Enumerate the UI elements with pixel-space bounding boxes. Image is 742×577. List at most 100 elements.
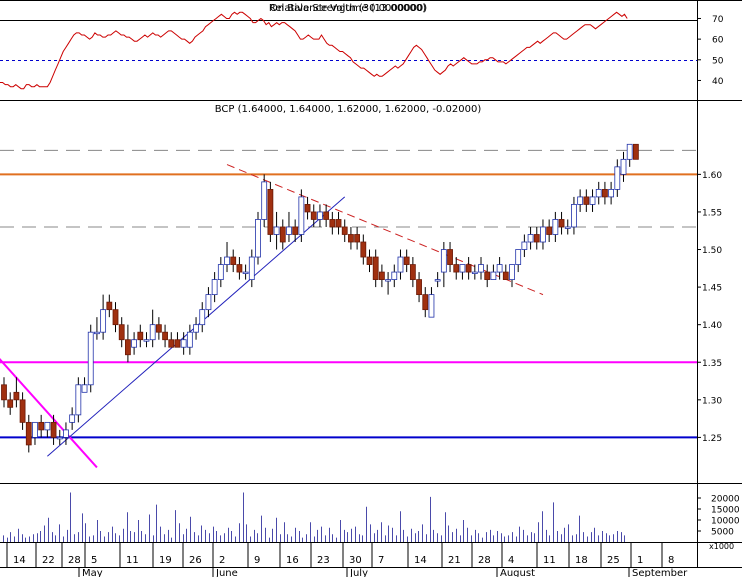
candle-body bbox=[224, 256, 230, 265]
obv-title: On Balance Volume (13.00000) bbox=[270, 3, 426, 14]
candle bbox=[7, 392, 14, 415]
candle bbox=[509, 264, 515, 288]
candle-body bbox=[614, 166, 621, 190]
date-tick-label: 2 bbox=[219, 555, 225, 566]
candle bbox=[310, 204, 317, 227]
candle bbox=[459, 264, 466, 280]
candle bbox=[199, 302, 206, 333]
date-tick-label: 16 bbox=[286, 555, 299, 566]
candle bbox=[626, 143, 633, 167]
candle bbox=[478, 257, 484, 280]
candle-body bbox=[465, 264, 472, 273]
candle bbox=[118, 317, 125, 348]
candle-body bbox=[205, 294, 212, 311]
candle-body bbox=[533, 234, 540, 243]
candle bbox=[471, 264, 478, 280]
trend-line bbox=[226, 164, 544, 296]
candle-body bbox=[199, 309, 206, 326]
candle bbox=[242, 264, 249, 280]
candle bbox=[447, 242, 453, 273]
candle-body bbox=[87, 331, 94, 386]
candle-body bbox=[329, 219, 336, 228]
candle-body bbox=[286, 226, 292, 235]
candle-body bbox=[335, 219, 342, 228]
candle-body bbox=[422, 294, 429, 311]
candle-body bbox=[490, 271, 497, 280]
candle bbox=[286, 211, 292, 243]
volume-tick-label: 10000 bbox=[711, 517, 740, 527]
candle bbox=[546, 219, 553, 243]
date-tick-label: 7 bbox=[378, 555, 384, 566]
candle-body bbox=[56, 437, 63, 440]
candle bbox=[193, 317, 199, 340]
candle-body bbox=[162, 331, 168, 341]
volume-tick-label: 20000 bbox=[711, 495, 740, 505]
candle bbox=[453, 257, 460, 280]
candle-body bbox=[540, 226, 546, 243]
candle-body bbox=[292, 226, 299, 235]
price-tick-label: 1.45 bbox=[702, 284, 722, 294]
candle-body bbox=[571, 204, 577, 228]
candle-body bbox=[453, 264, 460, 273]
candle-body bbox=[608, 188, 615, 198]
date-tick-label: 14 bbox=[13, 555, 26, 566]
candle-body bbox=[397, 256, 404, 273]
candle bbox=[391, 264, 398, 288]
candle-body bbox=[143, 339, 150, 342]
candle bbox=[1, 377, 7, 408]
candle-body bbox=[626, 143, 633, 160]
date-tick-label: 23 bbox=[317, 555, 330, 566]
date-tick-label: 22 bbox=[42, 555, 55, 566]
candle-body bbox=[360, 241, 367, 258]
candle bbox=[298, 189, 305, 243]
month-label: May bbox=[82, 568, 103, 577]
candle bbox=[230, 249, 237, 273]
candle bbox=[348, 226, 354, 250]
candle-body bbox=[515, 249, 522, 265]
candle-body bbox=[137, 331, 144, 341]
candle-body bbox=[267, 188, 274, 235]
rsi-tick-label: 60 bbox=[712, 36, 724, 46]
candle bbox=[32, 421, 38, 445]
price-title: BCP (1.64000, 1.64000, 1.62000, 1.62000,… bbox=[215, 104, 482, 115]
candle-body bbox=[168, 339, 175, 348]
rsi-tick-label: 70 bbox=[712, 15, 724, 25]
candle bbox=[267, 181, 274, 243]
candle-body bbox=[391, 271, 398, 280]
candle-body bbox=[372, 256, 379, 280]
candle-body bbox=[602, 188, 608, 198]
candle bbox=[112, 302, 119, 333]
candle bbox=[56, 429, 63, 445]
candle-body bbox=[50, 421, 57, 438]
candle bbox=[155, 317, 162, 340]
date-tick-label: 21 bbox=[448, 555, 461, 566]
candle bbox=[261, 174, 268, 227]
candle-body bbox=[279, 226, 286, 243]
date-tick-label: 4 bbox=[508, 555, 514, 566]
candle-body bbox=[149, 324, 156, 341]
price-tick-label: 1.35 bbox=[702, 359, 722, 369]
candle-body bbox=[255, 219, 261, 258]
candle-body bbox=[527, 234, 534, 243]
month-label: July bbox=[349, 568, 368, 577]
candle bbox=[304, 196, 311, 220]
rsi-tick-label: 40 bbox=[712, 77, 724, 87]
candle bbox=[385, 272, 391, 295]
volume-unit-label: x1000 bbox=[709, 542, 734, 551]
rsi-panel: Relative Strength (30.0000000) On Balanc… bbox=[0, 3, 724, 90]
date-tick-label: 11 bbox=[126, 555, 139, 566]
candle-body bbox=[298, 196, 305, 235]
candle-body bbox=[211, 279, 218, 296]
candle-body bbox=[459, 264, 466, 273]
volume-tick-label: 15000 bbox=[711, 506, 740, 516]
date-axis: 14 22 28 5 11 19 26 2 9 16 23 30 7 14 21 28 4 11 18 25 1 8May… bbox=[6, 543, 688, 577]
candle bbox=[317, 204, 323, 227]
candle-body bbox=[125, 339, 131, 356]
candle bbox=[564, 219, 571, 235]
candle-body bbox=[236, 264, 243, 273]
candle-body bbox=[217, 264, 224, 280]
candle-body bbox=[341, 226, 348, 235]
candle-body bbox=[317, 211, 323, 220]
candle-body bbox=[632, 143, 639, 160]
candle-body bbox=[38, 421, 45, 431]
